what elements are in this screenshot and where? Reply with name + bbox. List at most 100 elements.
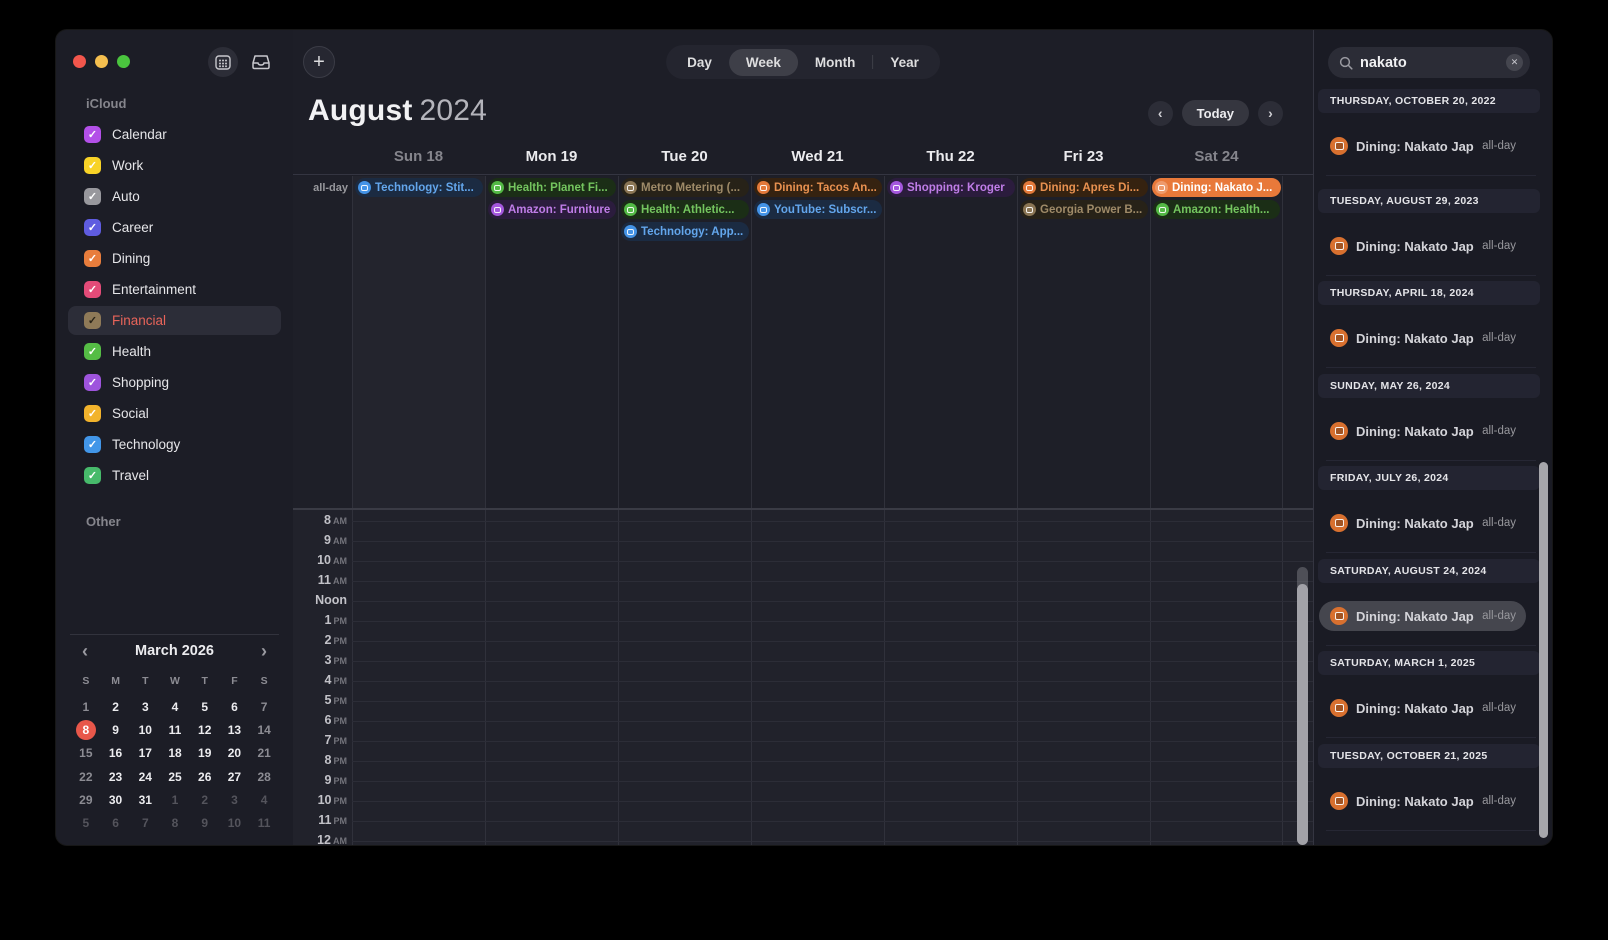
panel-scrollbar[interactable]: [1539, 462, 1548, 838]
calendar-checkbox[interactable]: ✓: [84, 281, 101, 298]
mini-date-9[interactable]: 9: [112, 722, 119, 737]
view-tab-month[interactable]: Month: [814, 54, 856, 70]
close-window-button[interactable]: [73, 55, 86, 68]
calendar-checkbox[interactable]: ✓: [84, 126, 101, 143]
mini-date-12[interactable]: 12: [198, 722, 212, 737]
mini-date-3[interactable]: 3: [141, 699, 149, 714]
mini-date-14[interactable]: 14: [257, 722, 271, 737]
mini-date-22[interactable]: 22: [79, 769, 93, 784]
mini-date-3[interactable]: 3: [231, 792, 238, 807]
search-input[interactable]: nakato ✕: [1328, 47, 1530, 78]
sidebar-item-dining[interactable]: ✓ Dining: [68, 244, 281, 273]
all-day-event[interactable]: Dining: Nakato J...: [1152, 178, 1281, 197]
mini-date-25[interactable]: 25: [168, 769, 182, 784]
mini-date-24[interactable]: 24: [138, 769, 152, 784]
mini-date-23[interactable]: 23: [108, 769, 123, 784]
mini-date-7[interactable]: 7: [260, 699, 268, 714]
clear-search-icon[interactable]: ✕: [1506, 54, 1523, 71]
all-day-event[interactable]: Metro Metering (...: [621, 178, 749, 197]
view-tab-week[interactable]: Week: [728, 48, 798, 76]
calendar-grid-icon[interactable]: [208, 47, 238, 77]
sidebar-item-health[interactable]: ✓ Health: [68, 337, 281, 366]
sidebar-item-financial[interactable]: ✓ Financial: [68, 306, 281, 335]
zoom-window-button[interactable]: [117, 55, 130, 68]
mini-date-28[interactable]: 28: [257, 769, 271, 784]
all-day-event[interactable]: Dining: Apres Di...: [1020, 178, 1148, 197]
mini-date-2[interactable]: 2: [112, 699, 119, 714]
mini-date-11[interactable]: 11: [168, 722, 182, 737]
main-scrollbar[interactable]: [1297, 584, 1308, 845]
all-day-event[interactable]: Georgia Power B...: [1020, 200, 1148, 219]
mini-date-6[interactable]: 6: [231, 699, 238, 714]
all-day-event[interactable]: Dining: Tacos An...: [754, 178, 882, 197]
mini-next-month-icon[interactable]: ›: [261, 640, 267, 661]
mini-date-21[interactable]: 21: [257, 746, 271, 761]
mini-date-1[interactable]: 1: [82, 699, 90, 714]
mini-date-29[interactable]: 29: [79, 792, 93, 807]
prev-week-button[interactable]: ‹: [1147, 100, 1173, 126]
calendar-checkbox[interactable]: ✓: [84, 250, 101, 267]
all-day-event[interactable]: Technology: App...: [621, 222, 749, 241]
mini-prev-month-icon[interactable]: ‹: [82, 640, 88, 661]
calendar-checkbox[interactable]: ✓: [84, 405, 101, 422]
view-tab-day[interactable]: Day: [687, 54, 712, 70]
mini-date-5[interactable]: 5: [201, 699, 209, 714]
calendar-checkbox[interactable]: ✓: [84, 188, 101, 205]
all-day-event[interactable]: Health: Athletic...: [621, 200, 749, 219]
mini-date-11[interactable]: 11: [257, 816, 271, 831]
mini-date-8[interactable]: 8: [171, 816, 179, 831]
today-button[interactable]: Today: [1181, 100, 1249, 126]
mini-date-10[interactable]: 10: [227, 816, 242, 831]
sidebar-item-entertainment[interactable]: ✓ Entertainment: [68, 275, 281, 304]
sidebar-item-calendar[interactable]: ✓ Calendar: [68, 120, 281, 149]
mini-date-20[interactable]: 20: [227, 746, 242, 761]
all-day-event[interactable]: Health: Planet Fi...: [488, 178, 616, 197]
mini-date-18[interactable]: 18: [168, 746, 182, 761]
mini-date-31[interactable]: 31: [138, 792, 152, 807]
add-event-button[interactable]: +: [303, 46, 335, 78]
sidebar-item-auto[interactable]: ✓ Auto: [68, 182, 281, 211]
calendar-checkbox[interactable]: ✓: [84, 343, 101, 360]
view-tab-year[interactable]: Year: [890, 54, 919, 70]
mini-date-4[interactable]: 4: [171, 699, 179, 714]
mini-date-8[interactable]: 8: [71, 718, 101, 741]
mini-date-5[interactable]: 5: [82, 816, 90, 831]
calendar-checkbox[interactable]: ✓: [84, 374, 101, 391]
calendar-checkbox[interactable]: ✓: [84, 467, 101, 484]
sidebar-item-social[interactable]: ✓ Social: [68, 399, 281, 428]
inbox-icon[interactable]: [246, 47, 276, 77]
all-day-event[interactable]: Technology: Stit...: [355, 178, 483, 197]
mini-date-7[interactable]: 7: [141, 816, 149, 831]
all-day-event[interactable]: Amazon: Furniture: [488, 200, 616, 219]
sidebar-item-technology[interactable]: ✓ Technology: [68, 430, 281, 459]
mini-date-26[interactable]: 26: [198, 769, 212, 784]
mini-date-19[interactable]: 19: [198, 746, 212, 761]
calendar-checkbox[interactable]: ✓: [84, 157, 101, 174]
mini-date-15[interactable]: 15: [79, 746, 93, 761]
mini-date-2[interactable]: 2: [201, 792, 209, 807]
mini-date-10[interactable]: 10: [138, 722, 152, 737]
sidebar-item-travel[interactable]: ✓ Travel: [68, 461, 281, 490]
all-day-event[interactable]: YouTube: Subscr...: [754, 200, 882, 219]
sidebar-item-work[interactable]: ✓ Work: [68, 151, 281, 180]
mini-date-30[interactable]: 30: [108, 792, 123, 807]
mini-date-4[interactable]: 4: [260, 792, 268, 807]
mini-date-16[interactable]: 16: [108, 746, 123, 761]
next-week-button[interactable]: ›: [1258, 100, 1283, 126]
mini-date-9[interactable]: 9: [201, 816, 209, 831]
mini-date-27[interactable]: 27: [227, 769, 242, 784]
minimize-window-button[interactable]: [95, 55, 108, 68]
mini-date-1[interactable]: 1: [171, 792, 179, 807]
mini-date-13[interactable]: 13: [227, 722, 242, 737]
calendar-checkbox[interactable]: ✓: [84, 219, 101, 236]
calendar-checkbox[interactable]: ✓: [84, 436, 101, 453]
all-day-event[interactable]: Amazon: Health...: [1153, 200, 1280, 219]
sidebar-item-career[interactable]: ✓ Career: [68, 213, 281, 242]
